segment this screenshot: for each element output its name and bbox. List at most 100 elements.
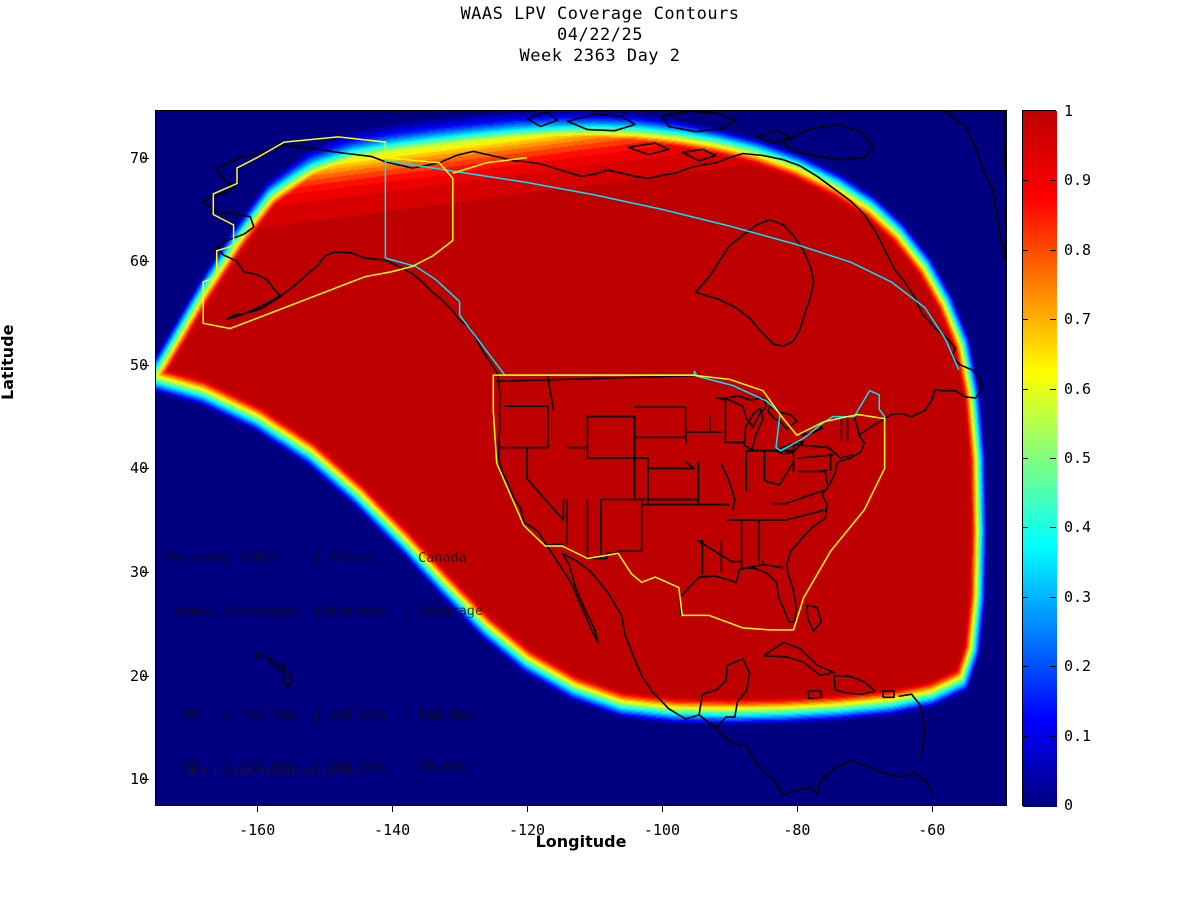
- alaska-bc-border: [385, 257, 461, 303]
- longitude-tick-label: -120: [508, 821, 546, 839]
- x-axis-label: Longitude: [535, 832, 627, 851]
- cuba: [763, 641, 835, 677]
- longitude-tick-mark: [527, 805, 529, 812]
- attribution-line-1: W.J.H. FAA Technical Center: [189, 767, 360, 779]
- colorbar-tick-mark: [1050, 527, 1056, 529]
- latitude-tick-mark: [142, 675, 149, 677]
- colorbar-tick-mark: [1050, 249, 1056, 251]
- conus-service-volume: [492, 374, 886, 631]
- canada-service-volume-edge: [452, 156, 528, 174]
- longitude-tick-label: -160: [239, 821, 276, 839]
- colorbar-tick-label: 0: [1064, 796, 1074, 814]
- latitude-tick-mark: [142, 468, 149, 470]
- yucatan-peninsula: [698, 658, 751, 729]
- state-boundary: [792, 443, 830, 449]
- colorbar-tick-label: 0.4: [1064, 518, 1092, 537]
- lake-superior: [715, 395, 768, 428]
- latitude-axis-ticks: 10 20 30 40 50 60 70: [100, 110, 149, 806]
- longitude-tick-mark: [392, 805, 394, 812]
- longitude-axis-ticks: -160 -140 -120 -100 -80 -60: [155, 805, 1007, 839]
- colorbar-tick-mark: [1050, 458, 1056, 459]
- state-boundary: [839, 454, 853, 459]
- colorbar-tick-label: 0.6: [1064, 379, 1092, 398]
- coastline-layer: [201, 111, 1006, 796]
- longitude-tick-mark: [257, 805, 259, 812]
- latitude-tick-label: 10: [129, 770, 148, 789]
- baffin-island: [782, 123, 876, 161]
- state-boundary: [685, 461, 695, 470]
- latitude-tick-mark: [142, 364, 149, 366]
- coverage-map-plot[interactable]: Percent| CONUS | Alaska | Canada Avail.|…: [155, 110, 1007, 806]
- kauai: [254, 651, 263, 659]
- state-boundary: [727, 479, 736, 501]
- arctic-island-a: [661, 111, 737, 133]
- us-canada-border: [458, 301, 886, 452]
- arctic-territory-line: [385, 159, 960, 371]
- state-boundary: [778, 461, 795, 486]
- state-boundary: [827, 446, 842, 459]
- title-line-3: Week 2363 Day 2: [519, 46, 681, 66]
- puerto-rico: [881, 690, 895, 699]
- latitude-tick-label: 70: [129, 148, 148, 167]
- jamaica: [806, 690, 823, 700]
- colorbar-tick-mark: [1022, 458, 1028, 459]
- hawaii-big-island: [282, 672, 294, 688]
- state-boundary: [732, 498, 736, 511]
- coverage-stats-table: Percent| CONUS | Alaska | Canada Avail.|…: [166, 515, 483, 805]
- state-boundary: [495, 374, 696, 383]
- colorbar-tick-label: 0.9: [1064, 171, 1092, 190]
- colorbar-tick-label: 0.8: [1064, 240, 1092, 259]
- colorbar-tick-label: 0.1: [1064, 726, 1092, 745]
- state-boundary: [545, 543, 564, 546]
- longitude-tick-mark: [796, 805, 798, 812]
- south-america-north-coast: [816, 759, 933, 796]
- longitude-tick-label: -60: [918, 821, 946, 839]
- victoria-island-north: [627, 142, 670, 156]
- state-boundary: [784, 488, 828, 505]
- state-boundary: [684, 431, 687, 444]
- atlantic-and-arctic-coast: [512, 152, 982, 623]
- hispaniola: [833, 674, 876, 695]
- lake-michigan: [743, 407, 764, 451]
- state-boundary: [784, 509, 826, 521]
- state-boundary: [526, 477, 565, 521]
- y-axis-label: Latitude: [0, 324, 17, 400]
- state-boundary: [763, 480, 781, 486]
- greenland-east-edge: [1002, 111, 1006, 260]
- lesser-antilles: [898, 693, 926, 758]
- colorbar-tick-label: 0.5: [1064, 449, 1092, 467]
- colorbar-tick-mark: [1022, 666, 1028, 668]
- chart-title-block: WAAS LPV Coverage Contours 04/22/25 Week…: [0, 4, 1200, 67]
- latitude-tick-mark: [142, 779, 149, 781]
- latitude-tick-label: 60: [129, 252, 148, 271]
- colorbar-tick-mark: [1050, 180, 1056, 182]
- map-vector-overlay: [201, 111, 1006, 796]
- colorbar-tick-mark: [1050, 735, 1056, 737]
- state-boundary: [697, 540, 733, 563]
- title-line-2: 04/22/25: [557, 25, 643, 45]
- canada-border-layer: [384, 159, 960, 452]
- arctic-island-c: [755, 129, 791, 144]
- alaska-service-volume: [202, 136, 454, 330]
- state-boundary: [797, 454, 834, 459]
- lake-huron: [767, 405, 798, 430]
- colorbar-tick-label: 0.7: [1064, 310, 1092, 329]
- state-boundary: [720, 463, 730, 481]
- alaska-north-coast: [201, 144, 515, 203]
- state-boundary: [546, 374, 555, 412]
- longitude-tick-label: -80: [783, 821, 811, 839]
- colorbar-tick-label: 0.2: [1064, 657, 1092, 676]
- latitude-tick-mark: [142, 157, 149, 159]
- colorbar-tick-mark: [1022, 527, 1028, 529]
- colorbar-tick-label: 1: [1064, 102, 1074, 120]
- colorbar-tick-mark: [1022, 596, 1028, 598]
- colorbar-tick-mark: [1022, 735, 1028, 737]
- state-boundary: [740, 563, 764, 570]
- state-boundary: [824, 470, 828, 485]
- service-volume-boundary-layer: [202, 136, 886, 631]
- latitude-tick-mark: [142, 571, 149, 573]
- longitude-tick-mark: [931, 805, 933, 812]
- latitude-tick-label: 40: [129, 459, 148, 478]
- colorbar-tick-mark: [1022, 180, 1028, 182]
- colorbar-tick-mark: [1050, 596, 1056, 598]
